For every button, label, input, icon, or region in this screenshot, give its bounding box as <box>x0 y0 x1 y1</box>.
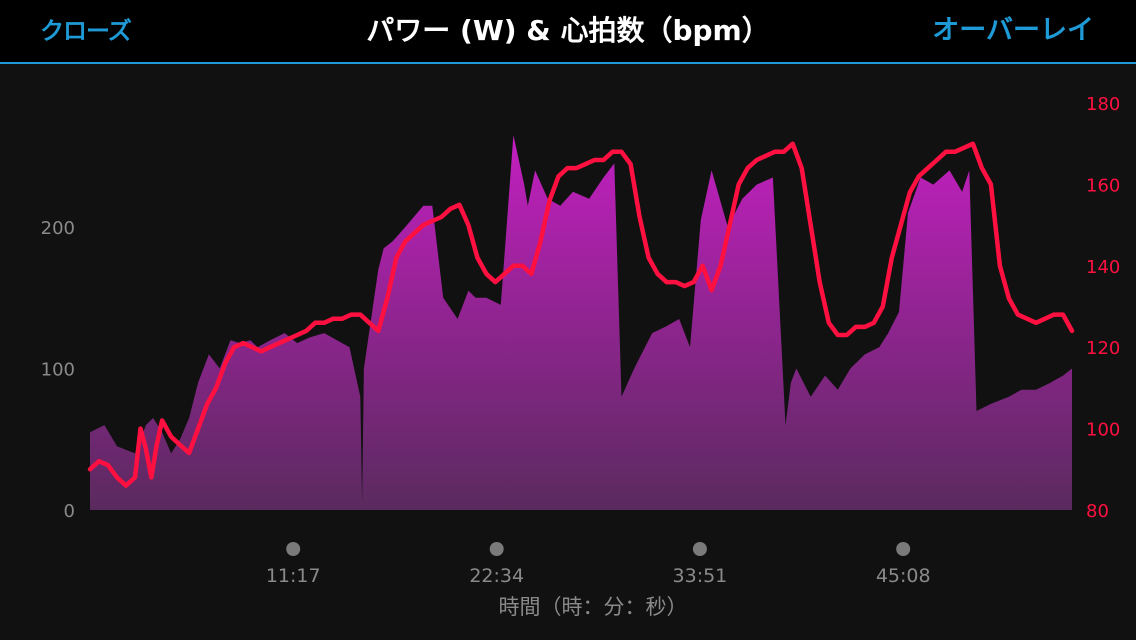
power-tick-label: 0 <box>64 501 75 522</box>
heart-rate-tick-label: 160 <box>1086 175 1120 196</box>
heart-rate-axis: 80 100 120 140 160 180 <box>1086 94 1120 522</box>
power-heart-rate-chart[interactable]: 0 100 200 80 100 120 140 160 180 11:17 22:34 33:5… <box>0 66 1136 640</box>
time-tick-label: 33:51 <box>673 565 728 587</box>
heart-rate-series <box>87 141 1075 488</box>
heart-rate-tick-label: 180 <box>1086 94 1120 115</box>
x-axis-label: 時間（時：分：秒） <box>499 595 688 619</box>
close-button[interactable]: クローズ <box>40 17 132 45</box>
time-tick-dot <box>692 542 707 556</box>
power-tick-label: 200 <box>41 218 75 239</box>
top-bar: クローズ パワー (W) & 心拍数（bpm） オーバーレイ <box>0 0 1136 64</box>
time-tick-dot <box>489 542 504 556</box>
power-area <box>90 135 1072 510</box>
power-tick-label: 100 <box>41 360 75 381</box>
heart-rate-tick-label: 80 <box>1086 501 1109 522</box>
page-title: パワー (W) & 心拍数（bpm） <box>366 14 770 47</box>
time-tick-label: 22:34 <box>469 565 524 587</box>
power-axis: 0 100 200 <box>41 218 75 522</box>
heart-rate-tick-label: 100 <box>1086 420 1120 441</box>
time-tick-dot <box>896 542 911 556</box>
heart-rate-line <box>87 141 1075 488</box>
time-tick-label: 11:17 <box>266 565 321 587</box>
power-series <box>90 135 1072 510</box>
time-tick-dot <box>286 542 301 556</box>
overlay-button[interactable]: オーバーレイ <box>932 15 1094 46</box>
time-tick-label: 45:08 <box>876 565 931 587</box>
time-axis: 11:17 22:34 33:51 45:08 <box>266 542 931 587</box>
heart-rate-tick-label: 140 <box>1086 257 1120 278</box>
heart-rate-tick-label: 120 <box>1086 338 1120 359</box>
